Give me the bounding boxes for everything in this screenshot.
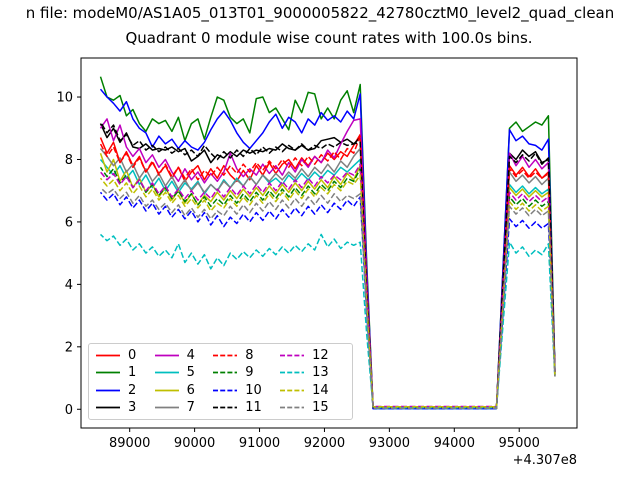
legend-item-3: 3 xyxy=(95,401,154,414)
legend-line-sample xyxy=(96,406,120,409)
legend-item-label: 0 xyxy=(128,348,137,364)
y-tick-label: 0 xyxy=(65,403,73,418)
y-tick-label: 2 xyxy=(65,340,73,355)
x-tick-label: 90000 xyxy=(174,436,215,451)
legend-item-9: 9 xyxy=(212,366,279,379)
series-line-12 xyxy=(99,163,556,408)
legend-item-4: 4 xyxy=(154,349,213,362)
legend-item-2: 2 xyxy=(95,384,154,397)
legend-item-12: 12 xyxy=(279,349,346,362)
legend-item-label: 4 xyxy=(186,348,195,364)
legend: 0 1 2 3 4 5 6 7 8 9 10 11 12 13 14 15 xyxy=(88,343,353,420)
legend-item-label: 15 xyxy=(312,399,329,415)
legend-line-sample xyxy=(154,354,179,357)
x-tick-label: 92000 xyxy=(304,436,345,451)
legend-line-sample xyxy=(96,354,120,357)
figure-suptitle: n file: modeM0/AS1A05_013T01_9000005822_… xyxy=(25,4,615,22)
x-tick-label: 91000 xyxy=(239,436,280,451)
legend-line-sample xyxy=(213,406,238,409)
x-tick-label: 89000 xyxy=(109,436,150,451)
axes-frame xyxy=(80,57,578,429)
legend-line-sample xyxy=(280,371,305,374)
legend-line-sample xyxy=(96,389,120,392)
legend-item-8: 8 xyxy=(212,349,279,362)
legend-item-label: 1 xyxy=(128,365,137,381)
legend-item-label: 5 xyxy=(186,365,195,381)
legend-item-15: 15 xyxy=(279,401,346,414)
legend-item-10: 10 xyxy=(212,384,279,397)
legend-line-sample xyxy=(280,389,305,392)
legend-item-14: 14 xyxy=(279,384,346,397)
legend-item-label: 13 xyxy=(312,365,329,381)
legend-line-sample xyxy=(213,389,238,392)
y-tick-label: 8 xyxy=(65,153,73,168)
x-axis-offset-label: +4.307e8 xyxy=(512,453,577,468)
legend-item-label: 10 xyxy=(245,382,262,398)
legend-line-sample xyxy=(280,354,305,357)
legend-line-sample xyxy=(154,389,179,392)
legend-item-11: 11 xyxy=(212,401,279,414)
legend-item-13: 13 xyxy=(279,366,346,379)
series-line-9 xyxy=(99,166,556,409)
legend-item-1: 1 xyxy=(95,366,154,379)
legend-item-7: 7 xyxy=(154,401,213,414)
series-line-10 xyxy=(99,191,556,410)
legend-line-sample xyxy=(154,406,179,409)
legend-item-label: 8 xyxy=(245,348,254,364)
legend-item-label: 11 xyxy=(245,399,262,415)
legend-line-sample xyxy=(280,406,305,409)
legend-item-label: 14 xyxy=(312,382,329,398)
legend-item-label: 7 xyxy=(186,399,195,415)
x-tick-label: 95000 xyxy=(499,436,540,451)
axes-title: Quadrant 0 module wise count rates with … xyxy=(125,29,533,47)
legend-item-label: 6 xyxy=(186,382,195,398)
legend-line-sample xyxy=(154,371,179,374)
legend-line-sample xyxy=(213,354,238,357)
y-tick-label: 6 xyxy=(65,215,73,230)
legend-item-label: 9 xyxy=(245,365,254,381)
legend-line-sample xyxy=(213,371,238,374)
legend-item-0: 0 xyxy=(95,349,154,362)
y-tick-label: 10 xyxy=(56,91,73,106)
legend-item-label: 2 xyxy=(128,382,137,398)
series-line-15 xyxy=(99,187,556,410)
series-line-14 xyxy=(99,174,556,408)
legend-item-6: 6 xyxy=(154,384,213,397)
y-tick-label: 4 xyxy=(65,278,73,293)
legend-item-label: 3 xyxy=(128,399,137,415)
legend-item-5: 5 xyxy=(154,366,213,379)
x-tick-label: 93000 xyxy=(369,436,410,451)
legend-item-label: 12 xyxy=(312,348,329,364)
x-tick-label: 94000 xyxy=(434,436,475,451)
legend-line-sample xyxy=(96,371,120,374)
